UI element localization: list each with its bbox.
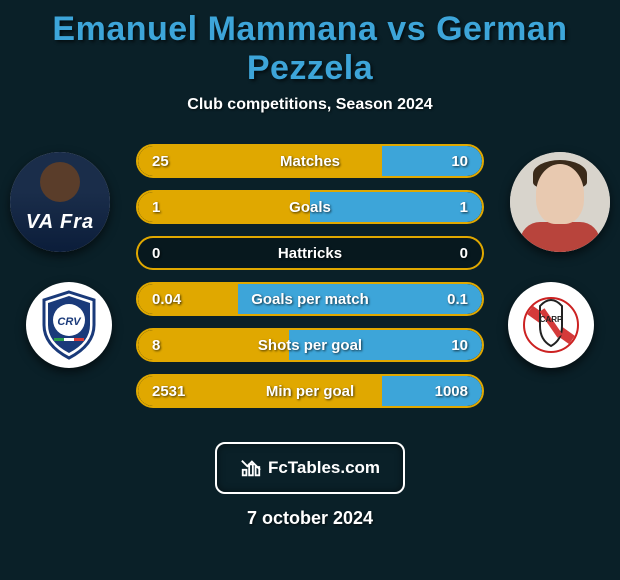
stat-row: 25311008Min per goal bbox=[136, 374, 484, 408]
page-title: Emanuel Mammana vs German Pezzela bbox=[0, 10, 620, 88]
club-right-logo: CARP bbox=[508, 282, 594, 368]
jersey-sponsor-text: VA Fra bbox=[10, 211, 110, 234]
stat-row: 11Goals bbox=[136, 190, 484, 224]
stat-label: Goals per match bbox=[138, 291, 482, 308]
stat-label: Hattricks bbox=[138, 245, 482, 262]
chart-icon bbox=[240, 457, 262, 479]
club-left-logo: CRV bbox=[26, 282, 112, 368]
footer-brand-text: FcTables.com bbox=[268, 458, 380, 478]
comparison-panel: VA Fra CRV bbox=[0, 144, 620, 424]
shield-icon: CRV bbox=[39, 290, 99, 360]
svg-text:CARP: CARP bbox=[540, 315, 563, 324]
stat-label: Matches bbox=[138, 153, 482, 170]
stat-row: 810Shots per goal bbox=[136, 328, 484, 362]
player-right-avatar bbox=[510, 152, 610, 252]
stats-list: 2510Matches 11Goals 00Hattricks 0.040.1Goal… bbox=[136, 144, 484, 408]
shield-icon: CARP bbox=[522, 296, 580, 354]
footer-date: 7 october 2024 bbox=[0, 508, 620, 529]
stat-label: Goals bbox=[138, 199, 482, 216]
stat-label: Min per goal bbox=[138, 383, 482, 400]
player-left-avatar: VA Fra bbox=[10, 152, 110, 252]
stat-row: 00Hattricks bbox=[136, 236, 484, 270]
stat-row: 0.040.1Goals per match bbox=[136, 282, 484, 316]
svg-text:CRV: CRV bbox=[57, 316, 82, 328]
stat-label: Shots per goal bbox=[138, 337, 482, 354]
stat-row: 2510Matches bbox=[136, 144, 484, 178]
subtitle: Club competitions, Season 2024 bbox=[0, 96, 620, 114]
footer-brand-badge: FcTables.com bbox=[215, 442, 405, 494]
